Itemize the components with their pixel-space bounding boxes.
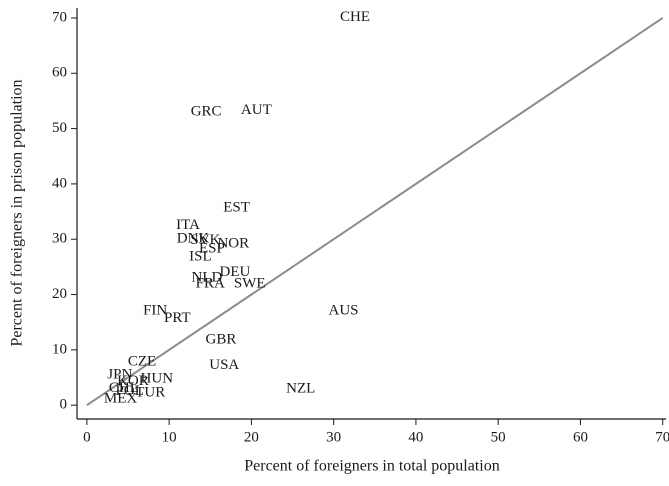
point-label: CHE [340,9,370,25]
point-label: HUN [141,371,174,387]
y-tick-label: 50 [52,120,67,136]
point-label: ESP [199,241,225,257]
point-label: CHL [109,380,139,396]
point-label: JPN [107,367,132,383]
point-label: GBR [206,331,237,347]
point-label: GRC [191,103,222,119]
y-tick-label: 60 [52,65,67,81]
x-tick-label: 70 [655,429,669,445]
point-label: PRT [164,310,191,326]
x-tick-label: 60 [573,429,588,445]
y-tick-label: 0 [60,397,68,413]
point-label: MEX [104,391,138,407]
point-label: USA [209,357,239,373]
x-tick-label: 40 [408,429,423,445]
point-label: SWE [234,275,266,291]
point-label: AUT [241,102,272,118]
y-tick-label: 30 [52,231,67,247]
x-tick-label: 10 [162,429,177,445]
point-label: ISL [189,248,212,264]
point-label: ITA [176,217,200,233]
point-label: NLD [192,269,223,285]
x-tick-label: 30 [326,429,341,445]
point-label: TUR [135,384,165,400]
y-axis-title: Percent of foreigners in prison populati… [9,79,26,346]
x-axis-title: Percent of foreigners in total populatio… [244,458,499,475]
point-label: NOR [217,236,249,252]
point-label: EST [223,200,250,216]
y-tick-label: 10 [52,341,67,357]
point-label: KOR [117,373,149,389]
point-label: DNK [177,231,210,247]
point-label: SVK [190,232,220,248]
point-label: DEU [220,264,251,280]
point-label: FIN [143,303,167,319]
point-label: FRA [196,275,225,291]
point-label: NZL [286,381,315,397]
point-label: CZE [128,353,156,369]
x-tick-label: 50 [491,429,506,445]
point-label: POL [115,383,143,399]
x-tick-label: 0 [83,429,91,445]
x-tick-label: 20 [244,429,259,445]
y-tick-label: 40 [52,175,67,191]
reference-line [86,17,664,407]
y-tick-label: 20 [52,286,67,302]
point-label: AUS [329,303,359,319]
y-tick-label: 70 [52,9,67,25]
